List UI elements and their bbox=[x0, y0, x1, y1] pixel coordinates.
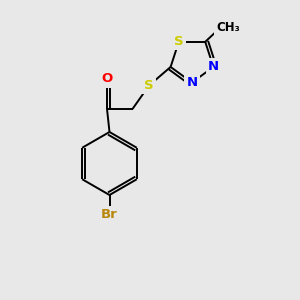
Text: N: N bbox=[208, 61, 219, 74]
Text: S: S bbox=[174, 35, 184, 48]
Text: Br: Br bbox=[101, 208, 118, 221]
Text: N: N bbox=[186, 76, 198, 89]
Text: S: S bbox=[144, 79, 154, 92]
Text: CH₃: CH₃ bbox=[217, 21, 240, 34]
Text: O: O bbox=[101, 73, 112, 85]
